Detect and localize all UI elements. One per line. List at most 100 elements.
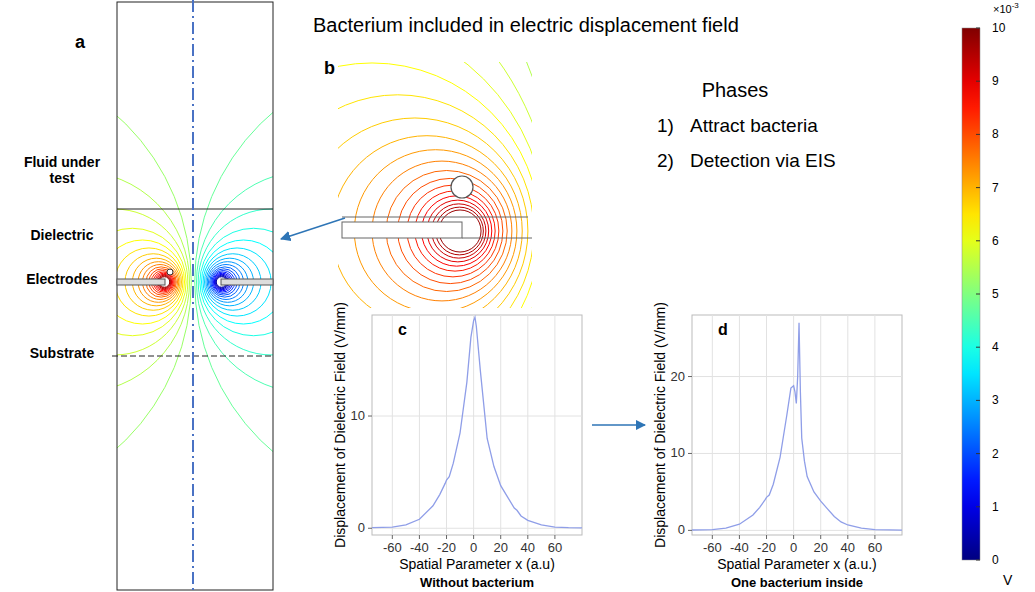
contours-a: [117, 59, 273, 506]
tick-mark: [688, 530, 692, 531]
plot-frame: [692, 315, 902, 535]
tick-label: -60: [383, 540, 402, 555]
equipotential-line: [338, 62, 532, 308]
tick-mark: [793, 535, 794, 539]
equipotential-line: [338, 136, 522, 308]
equipotential-line: [117, 228, 186, 335]
plot-area: [692, 323, 902, 530]
electrode: [117, 279, 165, 285]
equipotential-line: [338, 62, 532, 308]
grid-line: [692, 376, 902, 377]
tick-label: 20: [813, 540, 827, 555]
colorbar-tick: [976, 453, 980, 454]
equipotential-line: [117, 248, 183, 316]
tick-label: 60: [868, 540, 882, 555]
phase-text: Attract bacteria: [690, 115, 818, 136]
data-line: [692, 323, 902, 530]
colorbar-tick: [976, 294, 980, 295]
colorbar-exponent: -3: [1012, 1, 1020, 10]
chart-caption: One bacterium inside: [731, 575, 863, 590]
plot-area: [372, 317, 582, 528]
grid-line: [847, 315, 848, 535]
panel-letter: c: [398, 321, 407, 338]
tick-mark: [473, 535, 474, 539]
panel-letter: a: [75, 32, 86, 52]
figure-title: Bacterium included in electric displacem…: [313, 14, 739, 36]
colorbar-tick: [976, 506, 980, 507]
contours-b: [338, 62, 532, 308]
tick-mark: [712, 535, 713, 539]
colorbar-tick-label: 3: [992, 393, 999, 407]
bacterium: [167, 269, 173, 275]
equipotential-line: [117, 59, 191, 506]
colorbar-tick: [976, 134, 980, 135]
axis-title: Displacement of Dielectric Field (V/mm): [652, 302, 668, 548]
tick-label: -20: [437, 540, 456, 555]
tick-label: 0: [358, 520, 365, 535]
phase-text: Detection via EIS: [690, 150, 836, 171]
chart-caption: Without bacterium: [420, 575, 534, 590]
grid-line: [692, 530, 902, 531]
plot-frame: [372, 315, 582, 535]
tick-label: -60: [703, 540, 722, 555]
tick-label: 0: [470, 540, 477, 555]
grid-line: [874, 315, 875, 535]
equipotential-line: [338, 62, 532, 308]
phase-number: 1): [657, 115, 674, 136]
axis-title: Displacement of Dielectric Field (V/mm): [332, 302, 348, 548]
layer-label: Substrate: [30, 345, 95, 361]
tick-mark: [847, 535, 848, 539]
colorbar-tick-label: 2: [992, 447, 999, 461]
grid-line: [739, 315, 740, 535]
axis-title: Spatial Parameter x (a.u): [399, 556, 555, 572]
tick-label: 10: [671, 445, 685, 460]
grid-line: [527, 315, 528, 535]
layer-label: Dielectric: [30, 227, 93, 243]
label-line: test: [50, 170, 75, 186]
dielectric-boundary: [117, 208, 273, 209]
colorbar-tick-label: 7: [992, 181, 999, 195]
tick-label: 20: [671, 369, 685, 384]
equipotential-line: [338, 62, 532, 308]
tick-mark: [874, 535, 875, 539]
label-line: Fluid under: [24, 154, 101, 170]
equipotential-line: [338, 63, 532, 308]
tick-label: -40: [730, 540, 749, 555]
colorbar: [962, 28, 980, 560]
colorbar-tick-label: 8: [992, 127, 999, 141]
tick-label: 0: [678, 522, 685, 537]
equipotential-line: [117, 240, 185, 324]
tick-label: 40: [841, 540, 855, 555]
zoom-arrow: [281, 218, 345, 239]
tick-mark: [554, 535, 555, 539]
tick-label: 20: [493, 540, 507, 555]
colorbar-multiplier: ×10-3: [993, 1, 1019, 15]
grid-line: [692, 453, 902, 454]
colorbar-tick-label: 9: [992, 74, 999, 88]
tick-mark: [739, 535, 740, 539]
label-line: Dielectric: [30, 227, 93, 243]
colorbar-tick: [976, 187, 980, 188]
domain-frame: [117, 2, 273, 590]
tick-mark: [368, 528, 372, 529]
colorbar-tick-label: 6: [992, 234, 999, 248]
axis-title: Spatial Parameter x (a.u.): [717, 556, 877, 572]
tick-mark: [688, 453, 692, 454]
tick-mark: [820, 535, 821, 539]
grid-line: [419, 315, 420, 535]
tick-mark: [419, 535, 420, 539]
tick-label: 40: [521, 540, 535, 555]
grid-line: [793, 315, 794, 535]
colorbar-tick: [976, 560, 980, 561]
grid-line: [712, 315, 713, 535]
tick-mark: [446, 535, 447, 539]
bacterium: [451, 176, 473, 198]
equipotential-line: [338, 118, 528, 308]
panel-letter: d: [718, 321, 728, 338]
tick-label: -20: [757, 540, 776, 555]
tick-label: 0: [790, 540, 797, 555]
colorbar-tick: [976, 240, 980, 241]
phase-number: 2): [657, 150, 674, 171]
figure: Bacterium included in electric displacem…: [0, 0, 1035, 592]
dielectric-boundary: [342, 217, 528, 218]
